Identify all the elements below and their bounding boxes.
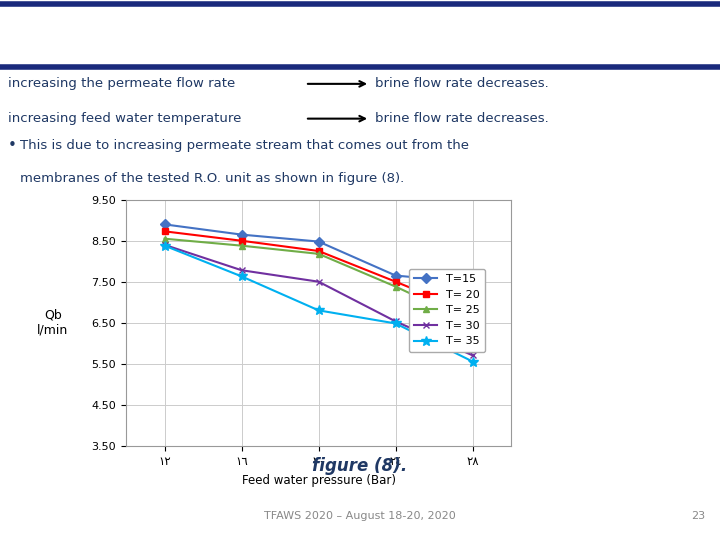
T= 30 — [392, 318, 400, 325]
T= 25 — [315, 251, 323, 257]
Text: figure (8).: figure (8). — [312, 457, 408, 475]
T=15 — [392, 272, 400, 279]
Text: This is due to increasing permeate stream that comes out from the: This is due to increasing permeate strea… — [20, 139, 469, 152]
Text: •: • — [8, 138, 17, 153]
T= 20 — [469, 310, 477, 316]
T= 20 — [315, 248, 323, 254]
T= 35 — [315, 307, 323, 314]
T= 35 — [160, 242, 168, 249]
T=15 — [315, 238, 323, 245]
Text: TFAWS 2020 – August 18-20, 2020: TFAWS 2020 – August 18-20, 2020 — [264, 511, 456, 521]
T= 35 — [469, 359, 477, 365]
T= 20 — [160, 228, 168, 234]
T= 30 — [315, 279, 323, 285]
Text: 23: 23 — [691, 511, 705, 521]
Text: brine flow rate decreases.: brine flow rate decreases. — [375, 77, 549, 90]
X-axis label: Feed water pressure (Bar): Feed water pressure (Bar) — [242, 474, 395, 487]
Text: increasing the permeate flow rate: increasing the permeate flow rate — [8, 77, 235, 90]
Text: brine flow rate decreases.: brine flow rate decreases. — [375, 112, 549, 125]
T=15 — [238, 231, 246, 238]
T= 35 — [238, 273, 246, 280]
T=15 — [160, 221, 168, 228]
T= 25 — [238, 242, 246, 249]
Text: membranes of the tested R.O. unit as shown in figure (8).: membranes of the tested R.O. unit as sho… — [20, 172, 404, 185]
Text: Experimental Results: Experimental Results — [193, 21, 527, 49]
T= 25 — [160, 235, 168, 242]
Line: T= 25: T= 25 — [161, 235, 476, 326]
Line: T= 35: T= 35 — [160, 241, 477, 367]
Line: T=15: T=15 — [161, 221, 476, 286]
T= 30 — [160, 241, 168, 248]
Line: T= 30: T= 30 — [161, 241, 476, 359]
T= 35 — [392, 320, 400, 327]
T= 25 — [469, 320, 477, 326]
T= 30 — [469, 352, 477, 359]
T= 20 — [392, 279, 400, 285]
Text: increasing feed water temperature: increasing feed water temperature — [8, 112, 241, 125]
T=15 — [469, 279, 477, 286]
Legend: T=15, T= 20, T= 25, T= 30, T= 35: T=15, T= 20, T= 25, T= 30, T= 35 — [409, 269, 485, 352]
T= 20 — [238, 238, 246, 244]
Y-axis label: Qb
l/min: Qb l/min — [37, 309, 68, 336]
Line: T= 20: T= 20 — [161, 228, 476, 316]
T= 30 — [238, 267, 246, 273]
T= 25 — [392, 284, 400, 290]
